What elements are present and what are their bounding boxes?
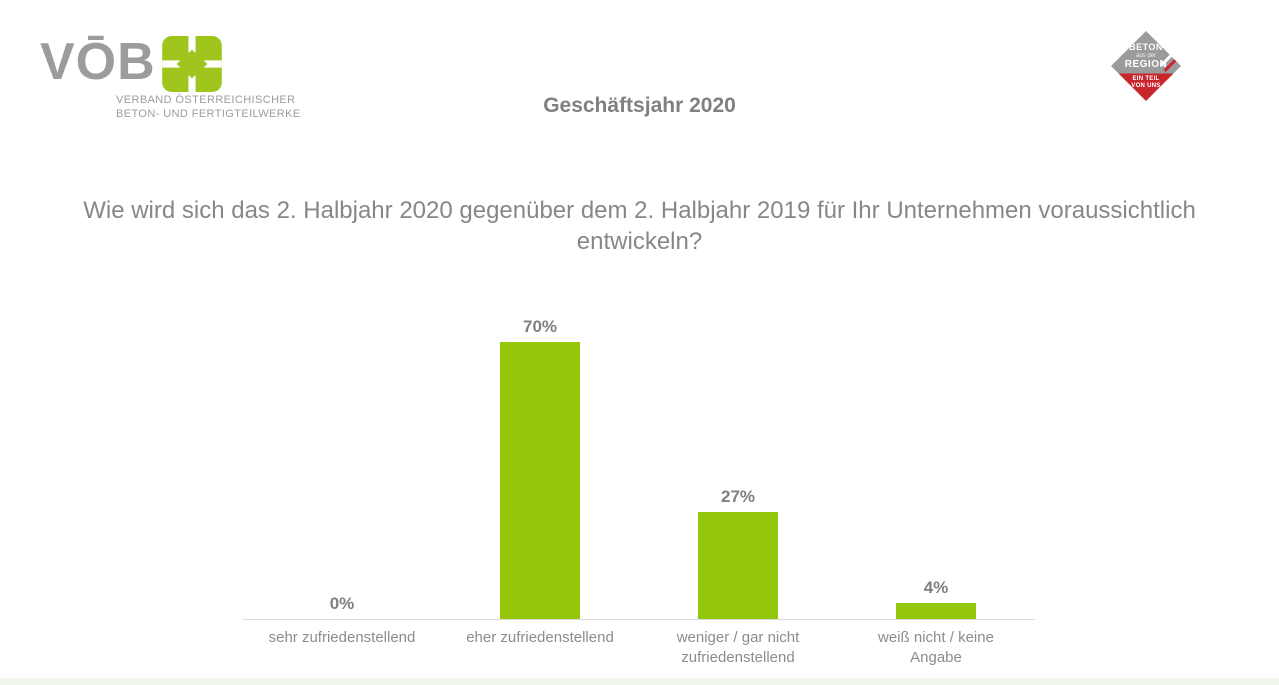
plot-area: 0% 70% 27% 4% xyxy=(243,310,1035,620)
voeb-wordmark: VŌB xyxy=(40,33,156,91)
beton-region-badge: BETON aus der REGION EIN TEIL VON UNS xyxy=(1111,31,1181,101)
badge-text-region: REGION xyxy=(1124,59,1168,70)
badge-text-beton: BETON xyxy=(1129,42,1163,52)
bar-column: 70% xyxy=(441,318,639,619)
category-label: weniger / gar nicht zufriedenstellend xyxy=(676,629,800,666)
bar xyxy=(896,603,976,619)
slide-title: Geschäftsjahr 2020 xyxy=(543,94,736,117)
voeb-cross-icon xyxy=(161,36,222,92)
bar-value-label: 0% xyxy=(329,594,355,613)
chart-question: Wie wird sich das 2. Halbjahr 2020 gegen… xyxy=(83,197,1196,255)
category-label: sehr zufriedenstellend xyxy=(268,629,416,646)
voeb-logo: VŌB VERBAND ÖSTERREICHISCHER BETON- UND … xyxy=(40,33,301,121)
category-axis: sehr zufriedenstellend eher zufriedenstel… xyxy=(243,620,1035,668)
bottom-strip xyxy=(0,678,1279,685)
badge-text-einteil: EIN TEIL xyxy=(1132,76,1160,82)
bar-column: 27% xyxy=(639,488,837,619)
badge-diamond: BETON aus der REGION EIN TEIL VON UNS xyxy=(1111,31,1181,101)
bar-value-label: 4% xyxy=(923,578,949,597)
voeb-subtitle: VERBAND ÖSTERREICHISCHER BETON- UND FERT… xyxy=(40,93,301,121)
category-label: weiß nicht / keine Angabe xyxy=(878,629,994,666)
voeb-subtitle-line2: BETON- UND FERTIGTEILWERKE xyxy=(116,108,301,120)
category-label: eher zufriedenstellend xyxy=(466,629,614,646)
bar-value-label: 27% xyxy=(720,487,756,506)
bar-chart: 0% 70% 27% 4% sehr zufriedenstellend eher… xyxy=(243,310,1035,668)
voeb-subtitle-line1: VERBAND ÖSTERREICHISCHER xyxy=(116,94,296,106)
bar xyxy=(500,342,580,619)
bar-value-label: 70% xyxy=(522,317,558,336)
badge-text-vonuns: VON UNS xyxy=(1131,83,1161,89)
bar-column: 4% xyxy=(837,579,1035,619)
bar xyxy=(698,512,778,619)
badge-text-ausder: aus der xyxy=(1135,53,1156,59)
bar-column: 0% xyxy=(243,595,441,619)
